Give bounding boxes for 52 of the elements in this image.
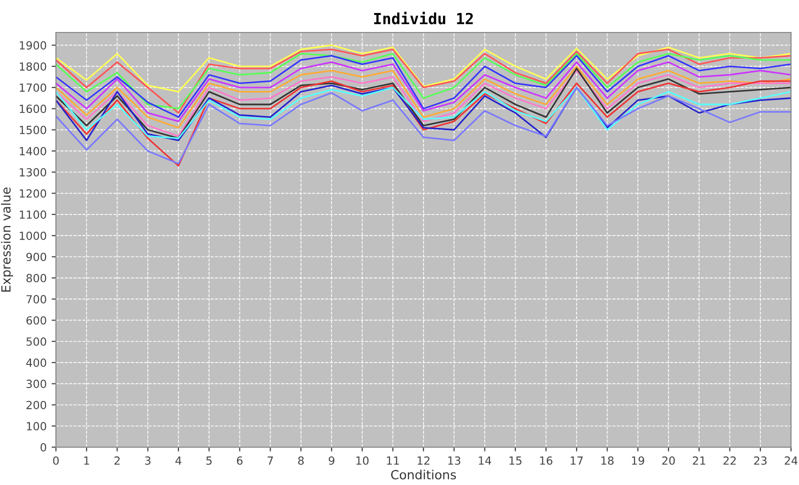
x-tick-label: 12 (418, 456, 430, 465)
x-tick-label: 7 (268, 456, 273, 465)
y-tick-label: 400 (26, 358, 46, 367)
x-tick-label: 3 (145, 456, 150, 465)
y-tick-label: 1300 (20, 168, 46, 177)
x-tick-label: 2 (114, 456, 120, 465)
x-tick-label: 15 (510, 456, 522, 465)
line-series (56, 55, 792, 118)
y-tick-label: 1000 (20, 232, 46, 240)
x-tick-label: 19 (632, 456, 644, 465)
y-tick-label: 300 (26, 380, 46, 388)
x-tick-label: 10 (356, 456, 369, 465)
x-tick-label: 0 (53, 456, 59, 465)
x-tick-label: 11 (386, 456, 399, 465)
x-tick-label: 23 (754, 456, 767, 465)
y-tick-label: 100 (26, 422, 46, 430)
x-tick-label: 18 (601, 456, 614, 465)
x-tick-label: 9 (328, 456, 334, 465)
y-tick-label: 200 (26, 400, 46, 410)
x-tick-label: 20 (662, 456, 675, 465)
x-tick-label: 21 (692, 456, 706, 465)
x-tick-label: 16 (540, 456, 552, 465)
x-axis-title: Conditions (391, 470, 456, 480)
y-tick-label: 1200 (20, 189, 46, 198)
x-tick-label: 5 (206, 456, 212, 465)
x-tick-label: 1 (84, 456, 90, 465)
x-tick-label: 17 (570, 456, 583, 465)
y-tick-label: 600 (26, 316, 46, 325)
x-tick-label: 6 (236, 456, 243, 465)
y-tick-label: 1900 (20, 41, 46, 50)
x-tick-label: 8 (298, 456, 304, 465)
y-tick-label: 1600 (20, 104, 46, 114)
y-tick-label: 1700 (20, 83, 46, 92)
y-tick-label: 500 (26, 337, 46, 346)
x-tick-label: 22 (724, 456, 736, 465)
y-axis-title: Expression value (0, 188, 14, 292)
line-series (56, 61, 792, 122)
line-series (56, 44, 792, 92)
x-tick-label: 14 (478, 456, 492, 465)
line-series (56, 66, 792, 128)
y-tick-label: 1800 (20, 62, 46, 71)
x-tick-label: 24 (784, 456, 798, 465)
y-tick-label: 1100 (20, 210, 46, 219)
y-tick-label: 800 (26, 274, 46, 282)
chart-title: Individu 12 (374, 12, 473, 24)
y-tick-label: 1500 (20, 126, 46, 134)
y-tick-label: 700 (26, 295, 46, 304)
y-tick-label: 0 (40, 443, 46, 452)
y-tick-label: 900 (26, 252, 46, 262)
y-tick-label: 1400 (20, 146, 46, 156)
x-tick-label: 4 (175, 456, 182, 465)
x-tick-label: 13 (448, 456, 460, 465)
